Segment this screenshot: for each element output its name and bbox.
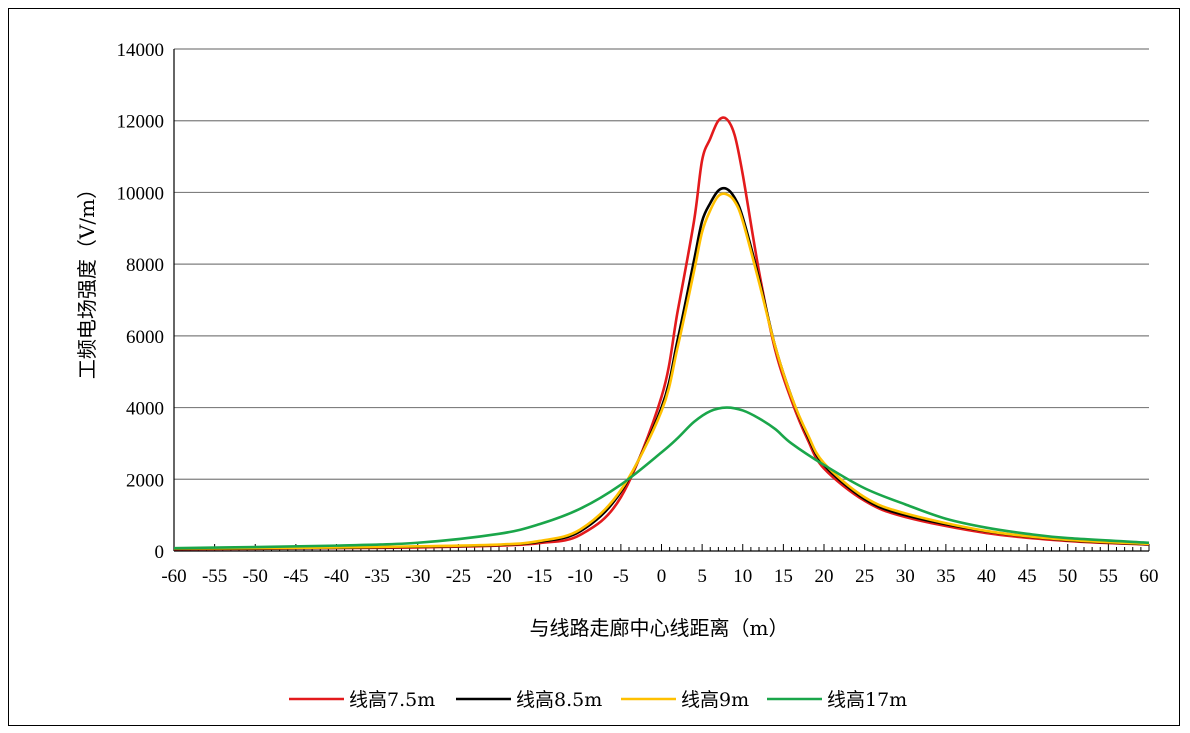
x-tick-label: 55 bbox=[1099, 566, 1118, 587]
x-tick-label: 50 bbox=[1058, 566, 1077, 587]
y-tick-label: 12000 bbox=[117, 112, 165, 133]
y-tick-label: 4000 bbox=[126, 399, 164, 420]
x-tick-label: -30 bbox=[405, 566, 430, 587]
y-axis-title: 工频电场强度（V/m） bbox=[75, 179, 99, 379]
x-tick-label: -25 bbox=[446, 566, 471, 587]
x-tick-label: -55 bbox=[202, 566, 227, 587]
chart-frame: 0 2000 4000 6000 8000 10000 12000 14000 -60 -55 -5… bbox=[8, 8, 1180, 726]
legend-label: 线高8.5m bbox=[516, 689, 602, 711]
legend-label: 线高7.5m bbox=[349, 689, 435, 711]
x-tick-label: -20 bbox=[486, 566, 511, 587]
x-tick-label: 30 bbox=[896, 566, 915, 587]
y-tick-label: 2000 bbox=[126, 470, 164, 491]
x-tick-label: -10 bbox=[568, 566, 593, 587]
series-line-4 bbox=[173, 406, 1150, 550]
x-tick-label: 5 bbox=[697, 566, 707, 587]
x-tick-label: 15 bbox=[774, 566, 793, 587]
x-tick-label: 35 bbox=[936, 566, 955, 587]
x-tick-label: -60 bbox=[161, 566, 186, 587]
x-tick-label: 20 bbox=[815, 566, 834, 587]
x-tick-label: -15 bbox=[527, 566, 552, 587]
x-tick-label: 10 bbox=[733, 566, 752, 587]
x-axis-title: 与线路走廊中心线距离（m） bbox=[530, 616, 789, 640]
y-tick-label: 10000 bbox=[117, 183, 165, 204]
x-tick-label: -45 bbox=[283, 566, 308, 587]
legend-label: 线高17m bbox=[827, 689, 907, 711]
y-tick-label: 14000 bbox=[117, 40, 165, 61]
y-tick-label: 6000 bbox=[126, 327, 164, 348]
x-tick-label: -50 bbox=[243, 566, 268, 587]
x-tick-label: 60 bbox=[1140, 566, 1159, 587]
x-tick-label: 40 bbox=[977, 566, 996, 587]
legend: 线高7.5m 线高8.5m 线高9m 线高17m bbox=[289, 689, 907, 711]
x-tick-label: 25 bbox=[855, 566, 874, 587]
series-line-3 bbox=[173, 192, 1150, 550]
series-line-1 bbox=[173, 116, 1150, 551]
x-tick-label: -40 bbox=[324, 566, 349, 587]
y-tick-label: 8000 bbox=[126, 255, 164, 276]
y-tick-label: 0 bbox=[155, 542, 165, 563]
series-line-2 bbox=[173, 186, 1150, 551]
x-tick-label: -35 bbox=[364, 566, 389, 587]
x-tick-label: -5 bbox=[613, 566, 629, 587]
x-tick-label: 0 bbox=[657, 566, 667, 587]
legend-label: 线高9m bbox=[681, 689, 749, 711]
x-tick-label: 45 bbox=[1018, 566, 1037, 587]
